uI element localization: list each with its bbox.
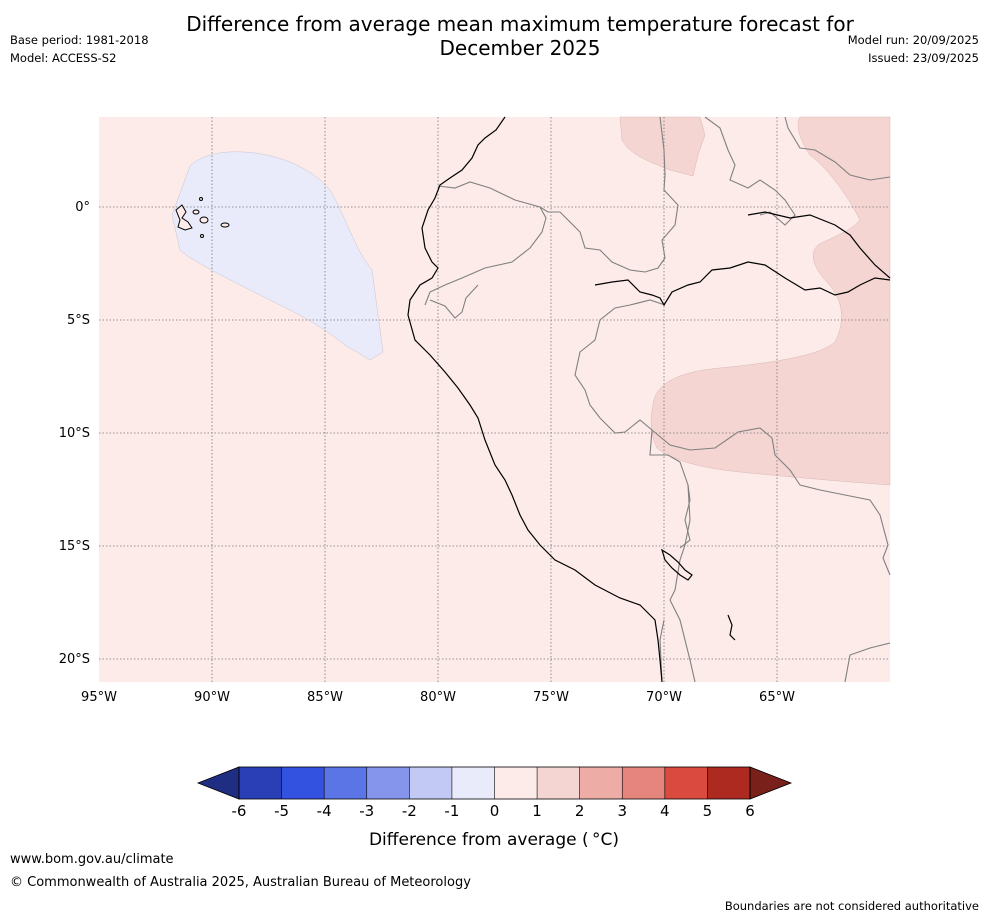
colorbar-tick-label: 4 — [660, 802, 670, 820]
lon-label: 75°W — [533, 690, 569, 705]
border-colombia-venezuela — [704, 116, 796, 226]
colorbar-tick-label: -1 — [444, 802, 459, 820]
border-colombia-ecuador — [437, 181, 666, 273]
lat-label: 5°S — [67, 313, 90, 328]
lake-titicaca — [660, 548, 693, 581]
lon-label: 65°W — [759, 690, 795, 705]
border-ecuador-peru — [424, 206, 547, 306]
colorbar-extend-low — [196, 766, 240, 800]
coastline-pacific — [407, 116, 663, 683]
river-amazon — [594, 261, 891, 307]
river-negro — [747, 211, 891, 279]
colorbar-tick-label: -3 — [359, 802, 374, 820]
meta-right: Model run: 20/09/2025 Issued: 23/09/2025 — [848, 31, 979, 67]
chart-title: Difference from average mean maximum tem… — [150, 12, 890, 60]
island-isabela — [175, 204, 193, 231]
lat-label: 15°S — [59, 539, 90, 554]
colorbar-segment — [537, 767, 580, 799]
footer-note: Boundaries are not considered authoritat… — [724, 899, 979, 913]
colorbar-tick-label: 6 — [745, 802, 755, 820]
colorbar-segment — [494, 767, 538, 799]
island-san-cristobal — [220, 222, 230, 228]
border-peru-bolivia — [669, 484, 696, 683]
lon-label: 85°W — [307, 690, 343, 705]
issued-date: Issued: 23/09/2025 — [868, 51, 979, 65]
colorbar-segment — [239, 767, 282, 799]
lat-label: 0° — [75, 200, 90, 215]
latitude-labels: 0° 5°S 10°S 15°S 20°S — [59, 200, 90, 667]
meta-left: Base period: 1981-2018 Model: ACCESS-S2 — [10, 31, 149, 67]
colorbar-segment — [622, 767, 665, 799]
colorbar-segment — [324, 767, 367, 799]
island-santa-cruz — [199, 216, 209, 224]
colorbar-segment — [409, 767, 452, 799]
colorbar-legend: -6 -5 -4 -3 -2 -1 0 1 2 3 4 5 6 — [196, 766, 793, 820]
island-santiago — [192, 209, 200, 215]
coastline — [407, 116, 891, 683]
colorbar-segment — [664, 767, 708, 799]
island-fernandina — [199, 197, 203, 201]
border-chile-bolivia — [659, 619, 665, 683]
border-colombia-brazil — [659, 116, 679, 259]
warm-anomaly-area-east — [650, 116, 891, 486]
title-line-2: December 2025 — [439, 36, 601, 60]
colorbar-segment — [281, 767, 325, 799]
model-run: Model run: 20/09/2025 — [847, 33, 979, 47]
base-period: Base period: 1981-2018 — [10, 33, 149, 47]
galapagos-islands — [175, 197, 230, 238]
colorbar-tick-label: 2 — [575, 802, 585, 820]
border-venezuela-brazil — [784, 116, 891, 181]
border-bolivia-paraguay — [844, 642, 891, 683]
border-peru-colombia — [429, 284, 479, 319]
lat-label: 20°S — [59, 652, 90, 667]
colorbar-segment — [707, 767, 750, 799]
colorbar-tick-label: 5 — [703, 802, 713, 820]
colorbar-segment — [366, 767, 410, 799]
lon-label: 95°W — [81, 690, 117, 705]
colorbar-tick-label: 0 — [490, 802, 500, 820]
lon-label: 70°W — [646, 690, 682, 705]
colorbar-tick-label: -4 — [317, 802, 332, 820]
colorbar-extend-high — [749, 766, 793, 800]
lon-label: 80°W — [420, 690, 456, 705]
border-brazil-bolivia — [651, 427, 891, 576]
lon-label: 90°W — [194, 690, 230, 705]
colorbar-tick-label: -2 — [402, 802, 417, 820]
colorbar-tick-label: 3 — [617, 802, 627, 820]
cool-anomaly-area — [171, 151, 384, 361]
longitude-labels: 95°W 90°W 85°W 80°W 75°W 70°W 65°W — [81, 690, 795, 705]
legend-title: Difference from average ( °C) — [369, 830, 619, 850]
footer-copyright: © Commonwealth of Australia 2025, Austra… — [10, 875, 471, 890]
colorbar-tick-label: -5 — [274, 802, 289, 820]
country-borders — [424, 116, 891, 683]
title-line-1: Difference from average mean maximum tem… — [186, 12, 854, 36]
colorbar-segment — [451, 767, 495, 799]
island-floreana — [200, 234, 204, 238]
colorbar-tick-label: 1 — [532, 802, 542, 820]
warm-anomaly-area-north — [619, 116, 706, 177]
graticule — [99, 117, 890, 682]
colorbar-segment — [579, 767, 623, 799]
footer-url[interactable]: www.bom.gov.au/climate — [10, 852, 174, 867]
colorbar-tick-label: -6 — [232, 802, 247, 820]
river-madeira-fragment — [727, 614, 736, 641]
model-name: Model: ACCESS-S2 — [10, 51, 117, 65]
lat-label: 10°S — [59, 426, 90, 441]
